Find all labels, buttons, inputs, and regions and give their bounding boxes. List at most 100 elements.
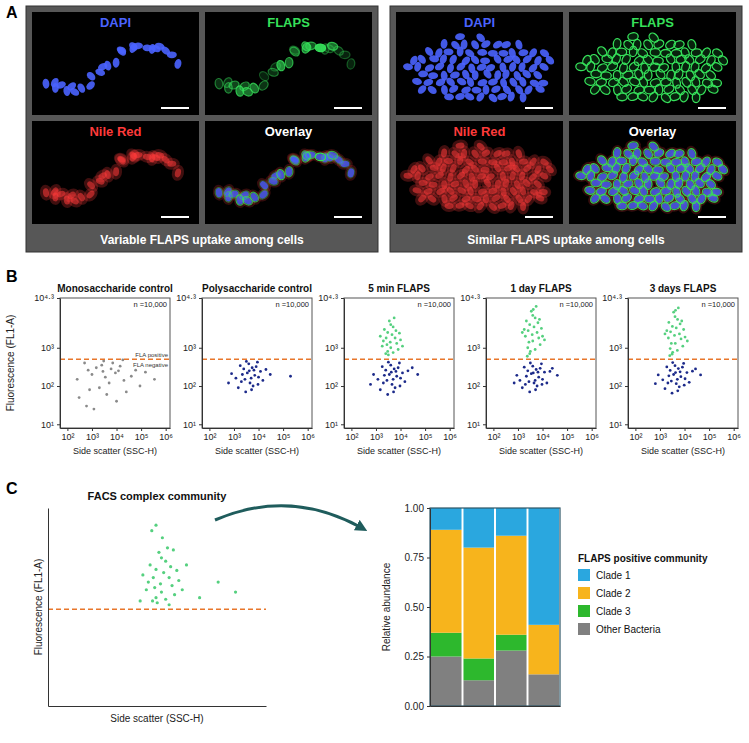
point bbox=[387, 354, 390, 357]
point bbox=[674, 309, 677, 312]
tick-label: 10² bbox=[61, 432, 74, 442]
cell bbox=[679, 91, 689, 103]
axis: 10²10³10⁴10⁵10⁶ bbox=[345, 428, 458, 442]
bar bbox=[431, 633, 462, 657]
cell bbox=[472, 70, 479, 80]
point bbox=[675, 327, 678, 330]
legend-swatch bbox=[578, 587, 590, 599]
point bbox=[386, 350, 389, 353]
cell bbox=[601, 163, 613, 173]
point bbox=[257, 383, 260, 386]
scale-bar bbox=[525, 216, 553, 218]
point bbox=[531, 314, 534, 317]
point bbox=[175, 569, 178, 572]
point bbox=[681, 345, 684, 348]
point bbox=[541, 378, 544, 381]
cell bbox=[480, 148, 491, 158]
tick-mark bbox=[543, 428, 544, 431]
point bbox=[680, 338, 683, 341]
axis: 10²10³10⁴10⁵10⁶ bbox=[61, 428, 174, 442]
point bbox=[150, 529, 153, 532]
gate-line bbox=[202, 358, 312, 360]
cell bbox=[636, 200, 649, 211]
point bbox=[162, 571, 165, 574]
cell bbox=[418, 70, 428, 77]
point bbox=[529, 362, 532, 365]
tick-mark bbox=[166, 428, 167, 431]
count-label: n =10,000 bbox=[559, 300, 593, 309]
cell bbox=[472, 196, 481, 203]
cell bbox=[599, 84, 612, 96]
tick-label: 10¹ bbox=[609, 420, 622, 430]
cell bbox=[488, 187, 498, 195]
cell bbox=[650, 48, 661, 56]
point bbox=[538, 318, 541, 321]
cell bbox=[514, 39, 524, 51]
point bbox=[252, 385, 255, 388]
point bbox=[154, 596, 157, 599]
point bbox=[671, 351, 674, 354]
point bbox=[102, 370, 105, 373]
cell bbox=[707, 83, 720, 94]
point bbox=[667, 337, 670, 340]
cell bbox=[285, 57, 293, 68]
point bbox=[139, 599, 142, 602]
point bbox=[114, 372, 117, 375]
tick: 10² bbox=[467, 381, 486, 391]
point bbox=[524, 383, 527, 386]
point bbox=[675, 382, 678, 385]
point bbox=[519, 379, 522, 382]
plot-area bbox=[628, 306, 738, 394]
tick: 10² bbox=[487, 428, 500, 442]
point bbox=[539, 343, 542, 346]
point bbox=[230, 372, 233, 375]
tick-mark bbox=[341, 298, 344, 299]
axis: 10¹10²10³10⁴·³ bbox=[318, 293, 344, 429]
point bbox=[399, 377, 402, 380]
legend-swatch bbox=[578, 569, 590, 581]
point bbox=[227, 382, 230, 385]
axis-title: Fluorescence (FL1-A) bbox=[5, 315, 16, 412]
image-background bbox=[205, 12, 372, 115]
tick: 10³ bbox=[467, 343, 486, 353]
point bbox=[534, 348, 537, 351]
tick: 0.00 bbox=[405, 701, 430, 712]
cell bbox=[450, 180, 460, 188]
point bbox=[386, 379, 389, 382]
panel-letter: B bbox=[6, 268, 18, 285]
cell bbox=[655, 177, 666, 188]
tick-label: 10⁶ bbox=[443, 432, 457, 442]
point bbox=[134, 369, 137, 372]
point bbox=[665, 366, 668, 369]
cell bbox=[116, 46, 128, 58]
cell bbox=[708, 193, 719, 203]
axis: 10²10³10⁴10⁵10⁶ bbox=[487, 428, 600, 442]
point bbox=[255, 365, 258, 368]
point bbox=[269, 373, 272, 376]
tick-mark bbox=[427, 657, 430, 658]
tick-mark bbox=[427, 607, 430, 608]
tick-mark bbox=[625, 298, 628, 299]
tick-mark bbox=[483, 386, 486, 387]
image-background bbox=[569, 121, 736, 224]
point bbox=[677, 367, 680, 370]
cell bbox=[501, 149, 511, 157]
axis-line bbox=[61, 428, 171, 429]
point bbox=[529, 350, 532, 353]
point bbox=[543, 339, 546, 342]
point bbox=[531, 365, 534, 368]
point bbox=[249, 382, 252, 385]
cell bbox=[487, 77, 498, 86]
point bbox=[100, 364, 103, 367]
tick-label: 10² bbox=[487, 432, 500, 442]
channel-label: Nile Red bbox=[89, 124, 141, 139]
point bbox=[392, 378, 395, 381]
image-background bbox=[396, 121, 563, 224]
tick-mark bbox=[483, 348, 486, 349]
cell bbox=[617, 202, 628, 210]
tick: 10¹ bbox=[41, 420, 60, 430]
point bbox=[523, 328, 526, 331]
tick-label: 10³ bbox=[325, 343, 338, 353]
legend-label: Clade 2 bbox=[596, 588, 631, 599]
cell bbox=[215, 187, 224, 198]
